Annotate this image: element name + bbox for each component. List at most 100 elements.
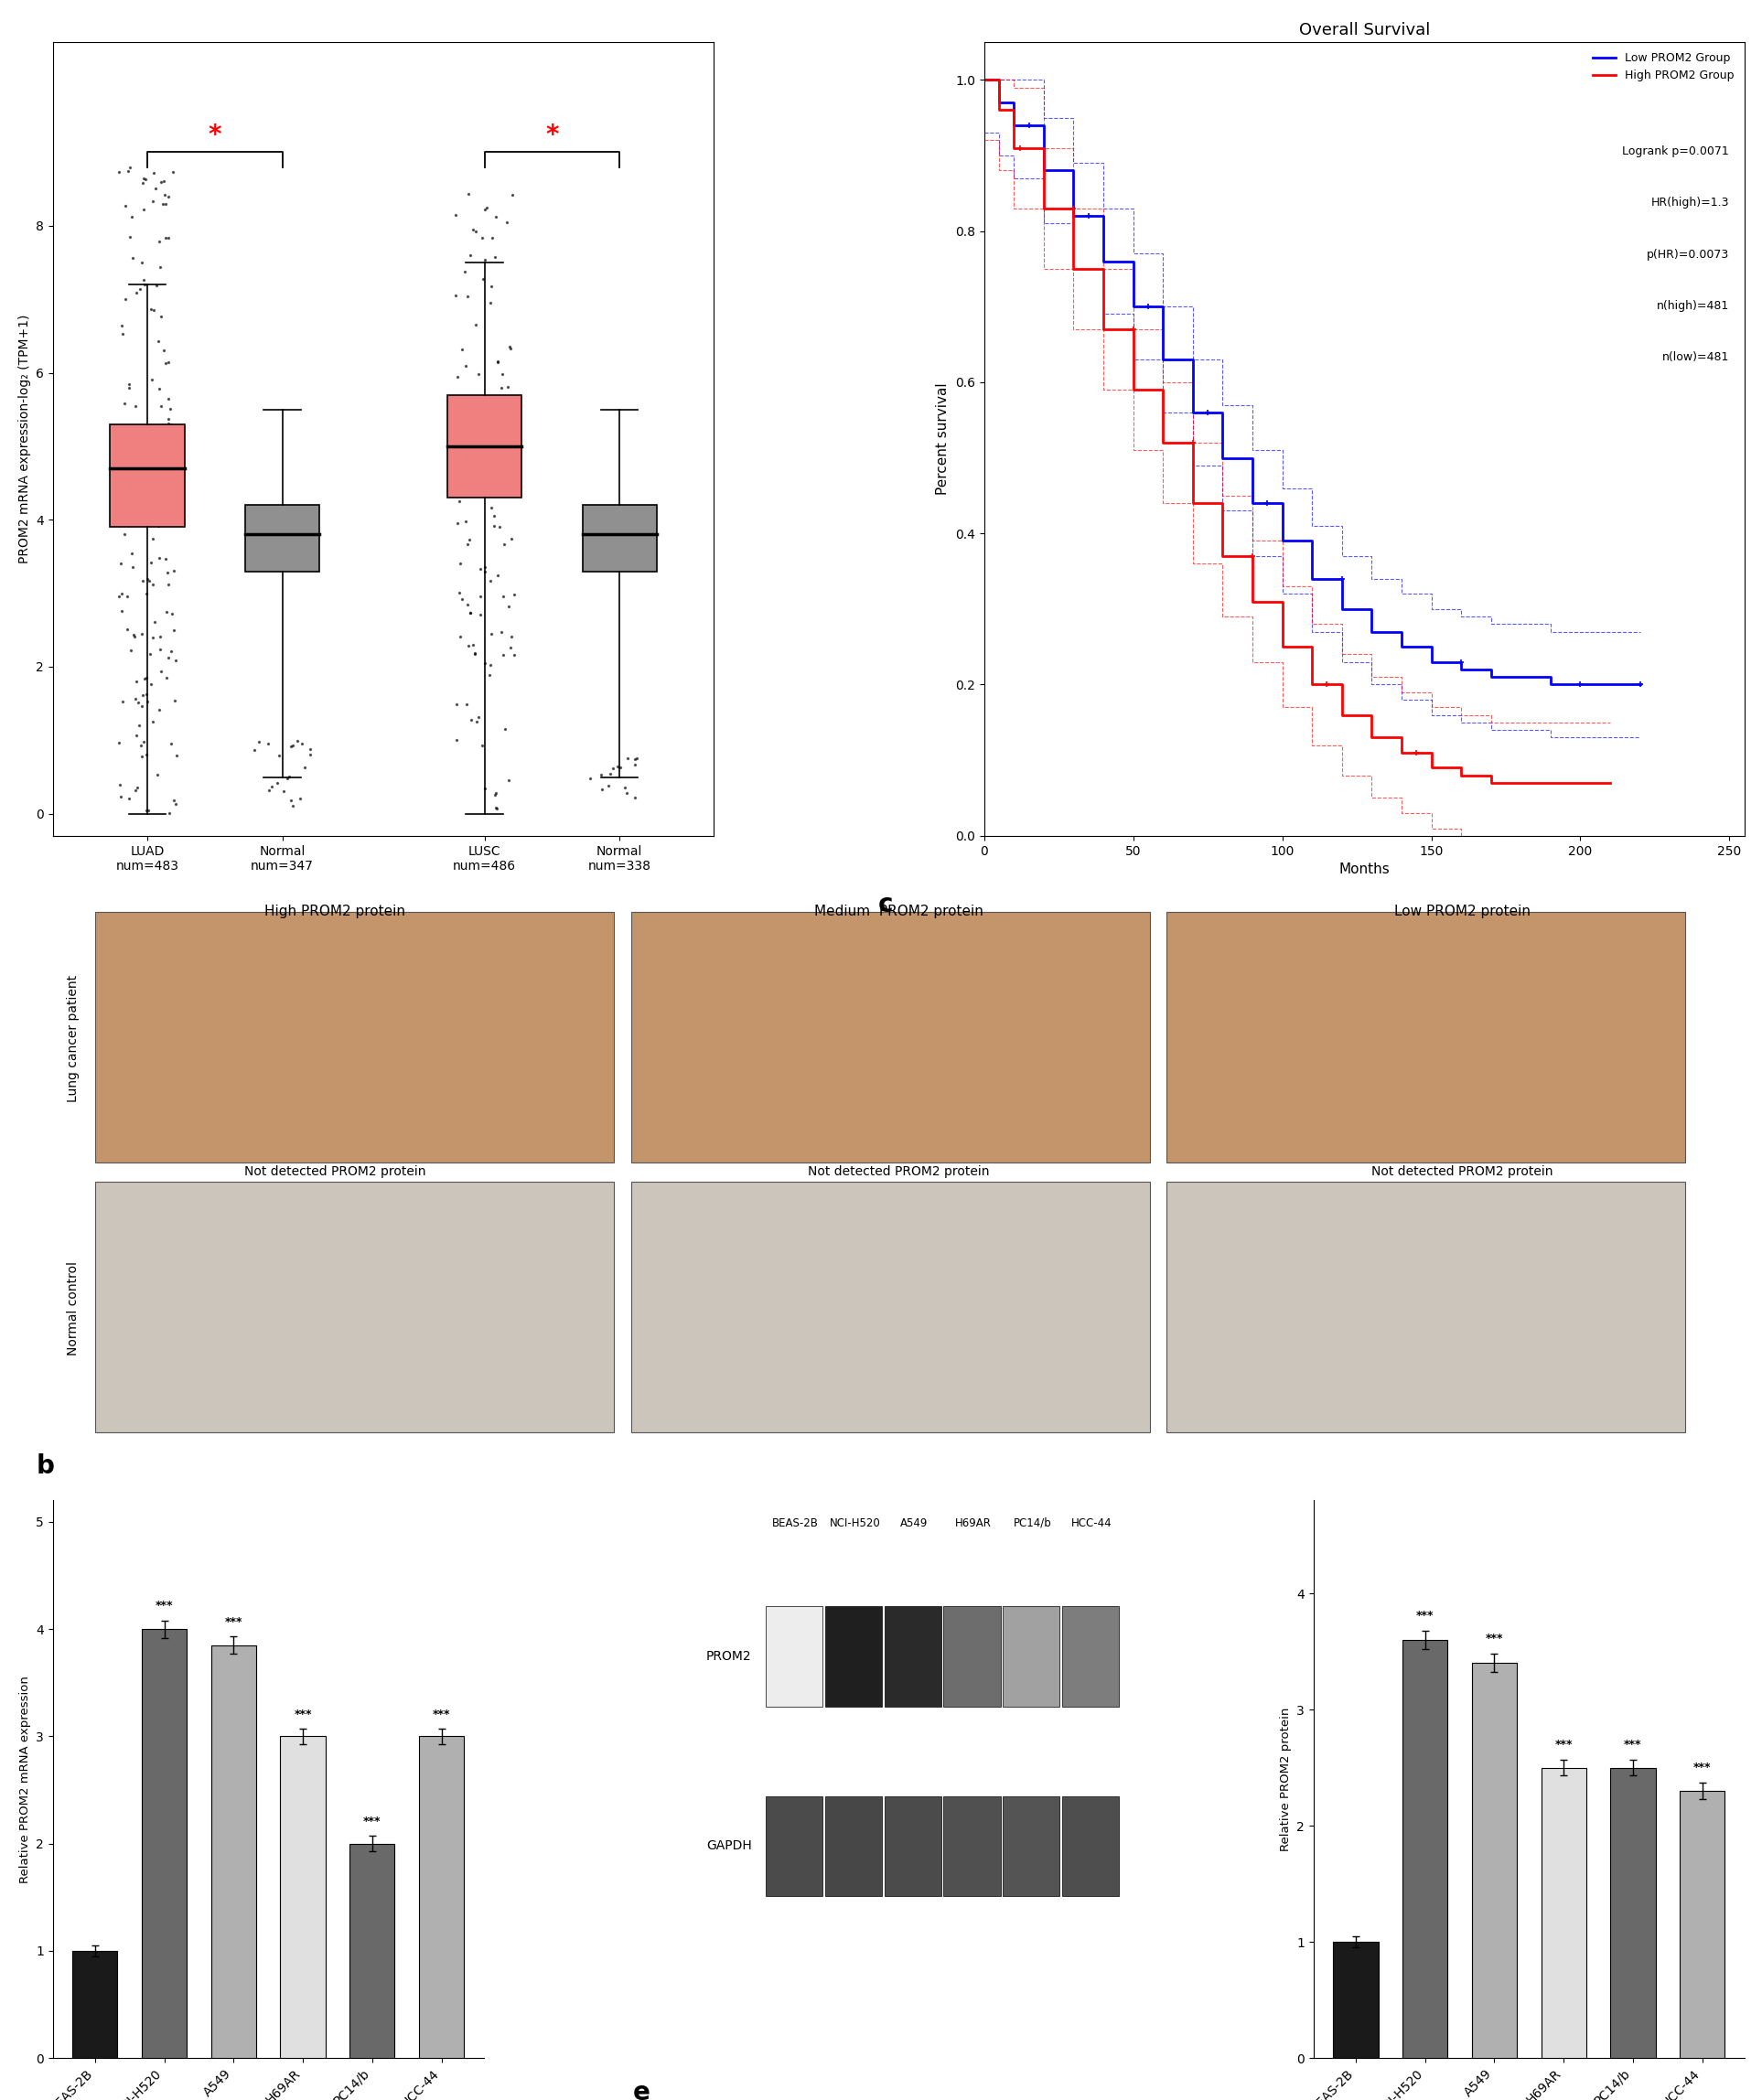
Bar [111,424,185,527]
Point [137,668,166,701]
Text: c: c [877,890,893,918]
Point [476,659,504,693]
Point [486,615,515,649]
Point [483,792,511,825]
Point [129,617,157,651]
Bar [141,1630,187,2058]
Text: ***: *** [294,1709,312,1720]
Bar [1003,1606,1059,1707]
Point [455,523,483,556]
Point [481,777,509,811]
Bar [766,1796,823,1896]
Point [150,164,178,197]
Point [486,510,515,544]
Text: n(high)=481: n(high)=481 [1656,300,1729,313]
Point [465,598,493,632]
FancyBboxPatch shape [1166,1182,1684,1432]
Text: GAPDH: GAPDH [707,1840,752,1852]
Bar [825,1606,883,1707]
Point [123,687,152,720]
Point [479,500,507,533]
Point [155,640,183,674]
Bar [766,1606,823,1707]
Point [495,330,523,363]
Point [107,309,136,342]
Point [107,317,136,351]
Point [594,769,622,802]
Point [478,617,506,651]
Point [155,220,183,254]
Point [162,739,190,773]
Point [451,254,479,288]
Point [152,220,180,254]
Point [453,588,481,622]
Point [497,632,525,666]
Point [144,323,173,357]
Title: Overall Survival: Overall Survival [1299,21,1429,38]
Bar [419,1737,463,2058]
Point [160,554,189,588]
Point [123,666,152,699]
FancyBboxPatch shape [1166,911,1684,1163]
FancyBboxPatch shape [95,911,613,1163]
Point [132,563,160,596]
Point [453,527,481,561]
Point [492,712,520,746]
Text: ***: *** [1625,1739,1642,1749]
Text: Not detected PROM2 protein: Not detected PROM2 protein [1371,1166,1554,1178]
Point [495,762,523,796]
Point [451,504,479,538]
Point [120,620,148,653]
Point [129,565,157,598]
Point [460,636,488,670]
Point [115,155,143,189]
Point [153,347,181,380]
Point [143,758,171,792]
Bar [885,1796,941,1896]
Point [611,775,640,808]
Point [127,441,155,475]
Point [462,214,490,248]
Point [136,546,164,580]
Point [613,741,641,775]
Point [125,708,153,741]
Point [453,279,481,313]
Bar [1062,1796,1119,1896]
Point [277,783,305,817]
Point [109,685,137,718]
Point [497,422,525,456]
Point [144,542,173,575]
Point [113,611,141,645]
Point [255,773,284,806]
Point [116,468,144,502]
Point [456,704,485,737]
Point [153,567,181,601]
Point [143,269,171,302]
Point [465,580,493,613]
Point [129,739,157,773]
Point [118,502,146,536]
Point [270,775,298,808]
Point [490,580,518,613]
Point [254,727,282,760]
Point [479,508,507,542]
Point [620,781,648,815]
Point [152,179,180,212]
Point [465,357,493,391]
Point [104,727,132,760]
Text: Lung cancer patient: Lung cancer patient [67,974,79,1103]
Point [141,605,169,638]
Point [157,727,185,760]
Bar [1334,1943,1378,2058]
Point [263,766,291,800]
Point [610,771,638,804]
Point [606,750,634,783]
Point [155,403,183,437]
Point [118,424,146,458]
Point [291,750,319,783]
Point [444,485,472,519]
Bar [1403,1640,1448,2058]
Text: HR(high)=1.3: HR(high)=1.3 [1651,197,1729,208]
Point [106,580,134,613]
Text: PROM2: PROM2 [707,1651,752,1663]
